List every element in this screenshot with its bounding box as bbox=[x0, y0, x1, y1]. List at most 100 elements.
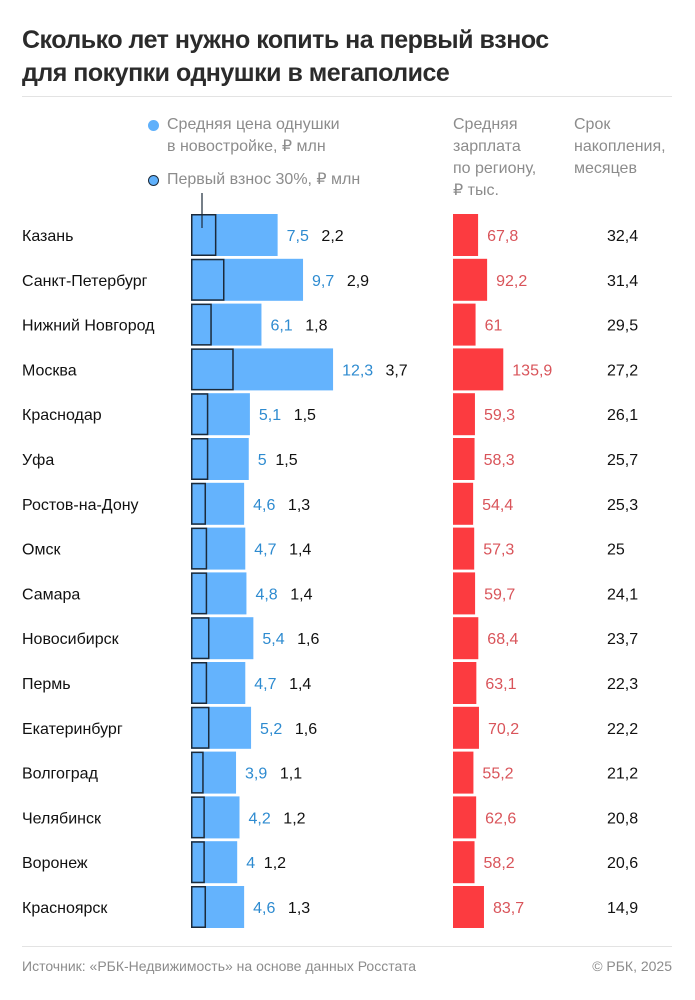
months-value-label: 22,3 bbox=[607, 676, 638, 693]
months-header-line: накопления, bbox=[574, 138, 666, 155]
city-label: Новосибирск bbox=[22, 631, 120, 648]
salary-bar bbox=[453, 393, 475, 436]
legend-price-line-2: в новостройке, ₽ млн bbox=[167, 138, 326, 155]
salary-bar bbox=[453, 706, 479, 749]
months-value-label: 20,6 bbox=[607, 855, 638, 872]
downpayment-value-label: 3,7 bbox=[385, 362, 407, 379]
salary-value-label: 59,3 bbox=[484, 407, 515, 424]
downpayment-value-label: 2,2 bbox=[321, 228, 343, 245]
price-bar bbox=[191, 886, 245, 928]
price-bar bbox=[191, 348, 334, 391]
price-bar bbox=[191, 303, 262, 346]
salary-bar bbox=[453, 572, 476, 615]
price-value-label: 4,6 bbox=[253, 497, 275, 514]
months-value-label: 14,9 bbox=[607, 900, 638, 917]
months-value-label: 25,3 bbox=[607, 497, 638, 514]
price-bar bbox=[191, 438, 249, 480]
downpayment-bar bbox=[191, 438, 209, 480]
salary-value-label: 58,2 bbox=[484, 855, 515, 872]
title-line-2: для покупки однушки в мегаполисе bbox=[22, 59, 450, 87]
price-value-label: 4,7 bbox=[254, 542, 276, 559]
salary-value-label: 57,3 bbox=[483, 542, 514, 559]
months-value-label: 25 bbox=[607, 542, 625, 559]
downpayment-bar bbox=[191, 393, 209, 436]
downpayment-bar bbox=[191, 258, 225, 301]
downpayment-bar bbox=[191, 527, 208, 570]
salary-value-label: 68,4 bbox=[487, 631, 518, 648]
salary-column-header: Средняя зарплата по региону, ₽ тыс. bbox=[453, 114, 536, 202]
city-label: Казань bbox=[22, 228, 73, 245]
salary-value-label: 55,2 bbox=[482, 766, 513, 783]
price-value-label: 5 bbox=[258, 452, 267, 469]
salary-bar bbox=[453, 841, 475, 884]
city-label: Санкт-Петербург bbox=[22, 273, 148, 290]
downpayment-bar bbox=[191, 706, 210, 749]
city-label: Самара bbox=[22, 586, 80, 603]
salary-value-label: 58,3 bbox=[484, 452, 515, 469]
salary-header-line: зарплата bbox=[453, 138, 521, 155]
city-label: Красноярск bbox=[22, 900, 108, 917]
legend-price-line-1: Средняя цена однушки bbox=[167, 116, 340, 133]
salary-bar bbox=[453, 796, 477, 839]
city-label: Пермь bbox=[22, 676, 71, 693]
price-bar bbox=[191, 841, 238, 884]
price-value-label: 5,2 bbox=[260, 721, 282, 738]
chart-title: Сколько лет нужно копить на первый взнос… bbox=[22, 24, 682, 90]
months-value-label: 21,2 bbox=[607, 766, 638, 783]
legend-price: Средняя цена однушки в новостройке, ₽ мл… bbox=[167, 114, 340, 158]
source-note: Источник: «РБК-Недвижимость» на основе д… bbox=[22, 958, 416, 974]
salary-bar bbox=[453, 348, 504, 391]
top-divider bbox=[22, 96, 672, 97]
salary-value-label: 70,2 bbox=[488, 721, 519, 738]
salary-value-label: 63,1 bbox=[485, 676, 516, 693]
months-value-label: 31,4 bbox=[607, 273, 638, 290]
bottom-divider bbox=[22, 946, 672, 947]
salary-bar bbox=[453, 482, 474, 525]
months-value-label: 24,1 bbox=[607, 586, 638, 603]
salary-value-label: 61 bbox=[485, 318, 503, 335]
salary-bar bbox=[453, 886, 484, 928]
downpayment-bar bbox=[191, 617, 210, 660]
city-label: Краснодар bbox=[22, 407, 102, 424]
price-bar bbox=[191, 751, 237, 794]
salary-value-label: 83,7 bbox=[493, 900, 524, 917]
downpayment-value-label: 1,3 bbox=[288, 900, 310, 917]
price-value-label: 9,7 bbox=[312, 273, 334, 290]
city-label: Челябинск bbox=[22, 810, 102, 827]
price-value-label: 4,7 bbox=[254, 676, 276, 693]
salary-value-label: 92,2 bbox=[496, 273, 527, 290]
downpayment-bar bbox=[191, 214, 217, 256]
city-label: Воронеж bbox=[22, 855, 88, 872]
legend-downpayment: Первый взнос 30%, ₽ млн bbox=[167, 171, 361, 188]
salary-bar bbox=[453, 258, 488, 301]
months-value-label: 20,8 bbox=[607, 810, 638, 827]
months-value-label: 26,1 bbox=[607, 407, 638, 424]
downpayment-value-label: 1,4 bbox=[289, 676, 311, 693]
title-line-1: Сколько лет нужно копить на первый взнос bbox=[22, 26, 549, 54]
downpayment-value-label: 1,3 bbox=[288, 497, 310, 514]
city-label: Волгоград bbox=[22, 766, 99, 783]
salary-value-label: 67,8 bbox=[487, 228, 518, 245]
downpayment-value-label: 1,6 bbox=[295, 721, 317, 738]
months-value-label: 27,2 bbox=[607, 362, 638, 379]
salary-bar bbox=[453, 617, 479, 660]
price-legend-dot-icon bbox=[148, 120, 159, 131]
downpayment-bar bbox=[191, 886, 207, 928]
salary-header-line: ₽ тыс. bbox=[453, 182, 499, 199]
salary-value-label: 54,4 bbox=[482, 497, 513, 514]
downpayment-value-label: 1,5 bbox=[294, 407, 316, 424]
downpayment-bar bbox=[191, 662, 208, 704]
copyright: © РБК, 2025 bbox=[592, 958, 672, 974]
downpayment-value-label: 1,6 bbox=[297, 631, 319, 648]
downpayment-bar bbox=[191, 841, 205, 884]
price-value-label: 7,5 bbox=[287, 228, 309, 245]
months-value-label: 29,5 bbox=[607, 318, 638, 335]
months-value-label: 22,2 bbox=[607, 721, 638, 738]
price-bar bbox=[191, 482, 245, 525]
salary-value-label: 59,7 bbox=[484, 586, 515, 603]
downpayment-value-label: 1,8 bbox=[305, 318, 327, 335]
price-value-label: 4 bbox=[246, 855, 255, 872]
city-label: Уфа bbox=[22, 452, 54, 469]
price-bar bbox=[191, 662, 246, 704]
price-value-label: 4,6 bbox=[253, 900, 275, 917]
